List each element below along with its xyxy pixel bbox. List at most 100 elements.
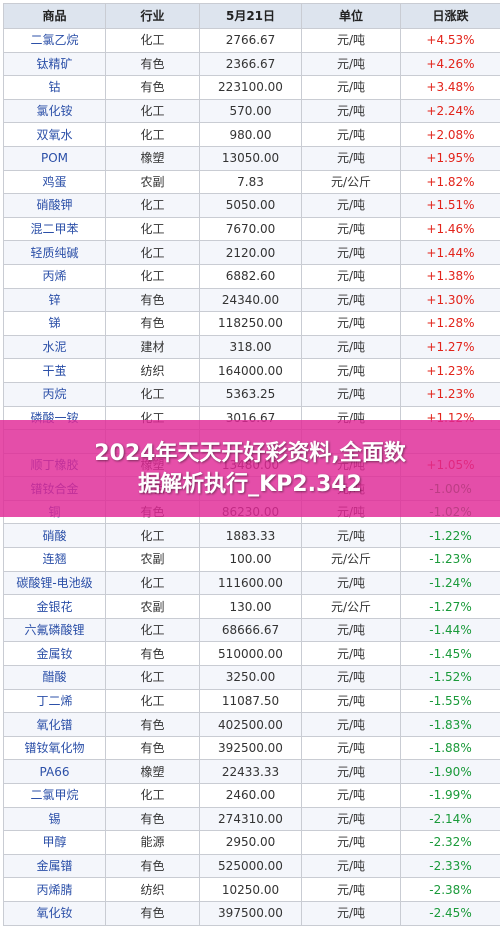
cell-unit: 元/吨	[302, 194, 401, 218]
cell-unit: 元/吨	[302, 524, 401, 548]
cell-commodity: 水泥	[4, 335, 106, 359]
cell-commodity: 金银花	[4, 595, 106, 619]
cell-price: 22433.33	[200, 760, 302, 784]
cell-unit: 元/吨	[302, 689, 401, 713]
cell-commodity: 硝酸钾	[4, 194, 106, 218]
cell-price: 130.00	[200, 595, 302, 619]
cell-price: 7.83	[200, 170, 302, 194]
cell-change: +1.95%	[401, 146, 500, 170]
cell-price: 397500.00	[200, 901, 302, 925]
cell-industry: 化工	[106, 618, 200, 642]
cell-industry: 化工	[106, 264, 200, 288]
banner-line-2: 据解析执行_KP2.342	[138, 469, 362, 500]
cell-change: -1.83%	[401, 713, 500, 737]
cell-price: 980.00	[200, 123, 302, 147]
cell-commodity: 甲醇	[4, 831, 106, 855]
cell-industry: 化工	[106, 382, 200, 406]
cell-unit: 元/吨	[302, 99, 401, 123]
cell-unit: 元/吨	[302, 760, 401, 784]
cell-unit: 元/吨	[302, 382, 401, 406]
cell-industry: 有色	[106, 713, 200, 737]
cell-change: +4.26%	[401, 52, 500, 76]
cell-price: 5363.25	[200, 382, 302, 406]
cell-change: +1.27%	[401, 335, 500, 359]
cell-industry: 有色	[106, 901, 200, 925]
cell-change: -1.45%	[401, 642, 500, 666]
header-unit: 单位	[302, 4, 401, 29]
cell-industry: 农副	[106, 548, 200, 572]
cell-change: +1.46%	[401, 217, 500, 241]
cell-unit: 元/吨	[302, 76, 401, 100]
cell-change: +1.28%	[401, 312, 500, 336]
header-industry: 行业	[106, 4, 200, 29]
cell-unit: 元/吨	[302, 335, 401, 359]
cell-commodity: 轻质纯碱	[4, 241, 106, 265]
cell-unit: 元/吨	[302, 288, 401, 312]
cell-change: +1.44%	[401, 241, 500, 265]
cell-industry: 有色	[106, 312, 200, 336]
cell-price: 2366.67	[200, 52, 302, 76]
cell-change: +1.82%	[401, 170, 500, 194]
cell-change: +1.23%	[401, 359, 500, 383]
cell-price: 164000.00	[200, 359, 302, 383]
cell-change: +2.24%	[401, 99, 500, 123]
cell-industry: 纺织	[106, 878, 200, 902]
cell-commodity: 丙烯腈	[4, 878, 106, 902]
cell-industry: 化工	[106, 217, 200, 241]
cell-unit: 元/吨	[302, 29, 401, 53]
cell-commodity: 硝酸	[4, 524, 106, 548]
cell-unit: 元/吨	[302, 146, 401, 170]
cell-industry: 有色	[106, 642, 200, 666]
cell-industry: 建材	[106, 335, 200, 359]
cell-industry: 农副	[106, 170, 200, 194]
cell-price: 68666.67	[200, 618, 302, 642]
header-daily-change: 日涨跌	[401, 4, 500, 29]
cell-price: 118250.00	[200, 312, 302, 336]
cell-commodity: 醋酸	[4, 666, 106, 690]
cell-unit: 元/吨	[302, 831, 401, 855]
cell-industry: 化工	[106, 689, 200, 713]
cell-industry: 有色	[106, 52, 200, 76]
cell-commodity: 连翘	[4, 548, 106, 572]
cell-price: 3250.00	[200, 666, 302, 690]
cell-commodity: POM	[4, 146, 106, 170]
cell-change: -1.90%	[401, 760, 500, 784]
cell-price: 318.00	[200, 335, 302, 359]
cell-price: 11087.50	[200, 689, 302, 713]
cell-unit: 元/吨	[302, 312, 401, 336]
cell-unit: 元/吨	[302, 807, 401, 831]
cell-industry: 有色	[106, 854, 200, 878]
cell-industry: 化工	[106, 123, 200, 147]
cell-industry: 化工	[106, 571, 200, 595]
cell-commodity: 二氯甲烷	[4, 784, 106, 808]
cell-commodity: 锡	[4, 807, 106, 831]
cell-industry: 化工	[106, 99, 200, 123]
cell-unit: 元/吨	[302, 901, 401, 925]
cell-commodity: 二氯乙烷	[4, 29, 106, 53]
cell-commodity: 钛精矿	[4, 52, 106, 76]
cell-price: 223100.00	[200, 76, 302, 100]
cell-commodity: 锑	[4, 312, 106, 336]
cell-commodity: 干茧	[4, 359, 106, 383]
cell-industry: 化工	[106, 666, 200, 690]
cell-change: -2.14%	[401, 807, 500, 831]
cell-industry: 有色	[106, 288, 200, 312]
cell-unit: 元/吨	[302, 642, 401, 666]
cell-price: 2950.00	[200, 831, 302, 855]
cell-unit: 元/吨	[302, 571, 401, 595]
